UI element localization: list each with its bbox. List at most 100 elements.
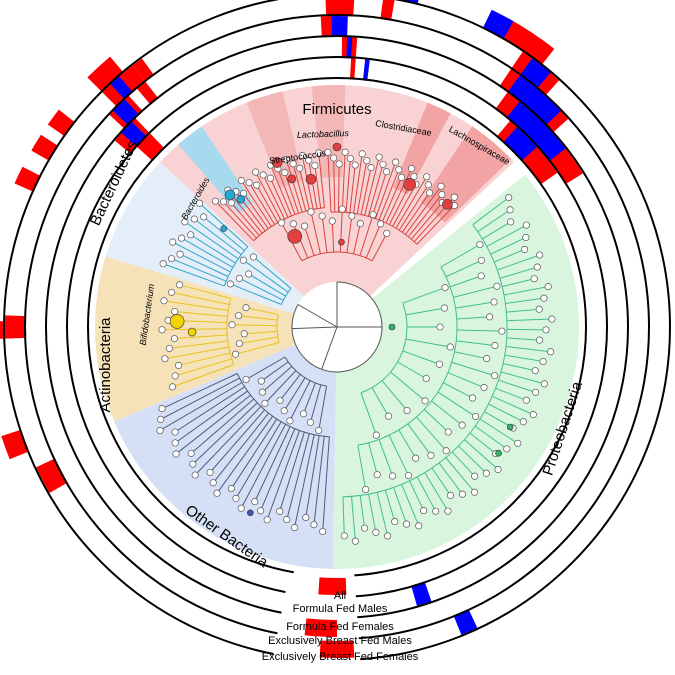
proteo-a-branch-27 [464, 439, 499, 470]
ring-mark-23 [325, 0, 355, 17]
firmicutes-b-branch-14 [382, 177, 402, 222]
ring-mark-37 [31, 134, 59, 161]
actino-a-branch-9 [163, 300, 229, 311]
firmicutes-a-branch-21 [318, 152, 325, 208]
other-b-leaf-7 [258, 388, 266, 396]
proteo-a-leaf-28 [482, 469, 490, 477]
proteo-b-branch-18 [388, 434, 410, 476]
bacteroid-b-branch-4 [253, 256, 292, 289]
other-a-branch-23 [161, 373, 238, 410]
firmicutes-c-branch-11 [371, 233, 388, 262]
ring-mark-19 [137, 81, 159, 105]
firmicutes-a-branch-6 [240, 180, 272, 227]
ring-gap-1 [285, 590, 356, 599]
bacteroid-b-branch-3 [243, 259, 289, 293]
other-a-branch-1 [313, 436, 325, 525]
other-a-branch-7 [260, 428, 296, 511]
other-a-clade-arc [236, 373, 330, 438]
proteo-a-branch-14 [506, 337, 540, 341]
enriched-node-8 [506, 423, 514, 431]
proteo-a-leaf-30 [471, 488, 479, 496]
actino-b-leaf-1 [235, 339, 243, 348]
actino-b-branch-4 [238, 315, 278, 321]
firmicutes-b-branch-20 [401, 192, 430, 233]
proteo-b-leaf-10 [480, 383, 488, 392]
proteo-a-branch-16 [504, 354, 544, 363]
proteo-b-leaf-3 [493, 282, 501, 290]
proteo-a-branch-42 [351, 496, 356, 542]
bacteroid-a-branch-4 [181, 237, 234, 268]
ring-label-1: Formula Fed Males [293, 603, 388, 615]
proteo-a-branch-40 [368, 493, 377, 533]
other-b-leaf-6 [261, 399, 269, 407]
bacteroid-a-branch-1 [171, 258, 227, 282]
proteo-a-leaf-38 [391, 518, 399, 526]
proteo-a-leaf-40 [372, 528, 380, 536]
bacteroid-a-leaf-0 [159, 260, 167, 268]
proteo-b-leaf-20 [373, 471, 381, 479]
bacteroid-a-clade-arc [223, 246, 249, 287]
actino-b-branch-1 [239, 336, 278, 345]
ring-mark-12 [411, 581, 432, 606]
other-a-leaf-0 [319, 527, 327, 536]
firmicutes-b-branch-15 [385, 168, 412, 224]
other-a-branch-8 [254, 426, 291, 502]
proteo-b-branch-16 [407, 423, 432, 456]
proteo-a-leaf-14 [536, 336, 544, 344]
sector-actinobacteria [94, 256, 296, 422]
enriched-node-6 [287, 229, 303, 244]
firmicutes-b-leaf-10 [379, 160, 387, 168]
phylogenetic-tree [156, 142, 556, 545]
root-branch-4 [297, 304, 338, 328]
ring-mark-31 [319, 637, 355, 659]
proteo-a-leaf-35 [420, 507, 428, 515]
enriched-node-1 [287, 174, 296, 184]
actino-a-leaf-8 [171, 307, 179, 316]
proteo-a-leaf-36 [415, 522, 423, 530]
proteo-a-branch-8 [502, 278, 535, 288]
other-a-leaf-4 [283, 516, 291, 524]
proteo-b-leaf-8 [483, 355, 491, 363]
proteo-b-branch-19 [378, 439, 394, 477]
bacteroid-a-branch-5 [190, 234, 236, 264]
proteo-b-branch-17 [398, 429, 417, 459]
proteo-c-leaf-5 [422, 374, 430, 383]
firmicutes-b-branch-6 [353, 153, 363, 214]
proteo-a-clade-arc [342, 224, 508, 498]
firmicutes-a-leaf-10 [259, 171, 267, 179]
proteo-c-leaf-7 [403, 406, 411, 415]
taxon-label-0: Lactobacillus [297, 128, 350, 140]
bacteroid-a-leaf-7 [190, 215, 198, 223]
firmicutes-b-leaf-5 [351, 161, 359, 169]
proteo-c-leaf-0 [441, 284, 449, 292]
proteo-c-branch-6 [390, 371, 426, 402]
proteo-b-leaf-21 [362, 485, 370, 494]
other-a-leaf-3 [290, 524, 299, 532]
firmicutes-a-leaf-9 [252, 168, 260, 176]
proteo-c-leaf-8 [384, 412, 393, 420]
firmicutes-a-leaf-14 [281, 169, 289, 177]
firmicutes-c-leaf-7 [348, 212, 356, 220]
firmicutes-b-leaf-3 [341, 148, 349, 156]
proteo-a-leaf-27 [494, 465, 502, 473]
firmicutes-b-leaf-16 [410, 172, 418, 181]
firmicutes-b-leaf-19 [424, 181, 432, 189]
proteo-b-branch-4 [455, 301, 495, 309]
phylum-label-0: Firmicutes [302, 101, 371, 118]
other-a-leaf-11 [227, 484, 235, 493]
firmicutes-b-leaf-12 [392, 158, 400, 166]
firmicutes-a-branch-20 [314, 165, 322, 209]
bacteroid-b-leaf-0 [226, 280, 234, 288]
proteo-a-leaf-33 [444, 507, 452, 515]
firmicutes-a-leaf-21 [315, 149, 323, 157]
firmicutes-b-branch-19 [398, 184, 429, 231]
ring-label-4: Exclusively Breast Fed Females [262, 651, 419, 663]
proteo-b-branch-0 [440, 244, 481, 268]
proteo-c-branch-9 [360, 392, 377, 436]
ring-mark-22 [519, 58, 551, 89]
ring-mark-36 [87, 56, 124, 93]
other-a-branch-10 [235, 421, 282, 499]
actino-b-clade-arc [276, 314, 280, 343]
proteo-a-leaf-2 [507, 218, 515, 226]
proteo-b-leaf-17 [412, 454, 420, 462]
